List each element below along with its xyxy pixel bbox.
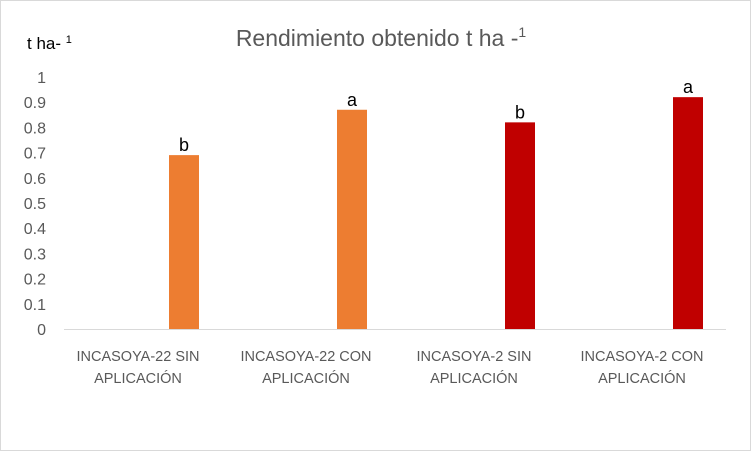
y-tick-label: 0.3	[24, 246, 46, 263]
x-tick-label: APLICACIÓN	[262, 370, 350, 387]
y-tick-label: 0.2	[24, 272, 46, 289]
bar	[169, 155, 199, 329]
y-tick-label: 0.8	[24, 120, 46, 137]
y-tick-label: 0	[37, 322, 46, 339]
x-tick-label: APLICACIÓN	[598, 370, 686, 387]
y-tick-label: 0.6	[24, 171, 46, 188]
x-tick-label: INCASOYA-22 CON	[240, 349, 371, 365]
significance-label: b	[179, 135, 189, 155]
y-tick-label: 1	[37, 70, 46, 87]
x-tick-label: APLICACIÓN	[94, 370, 182, 387]
y-tick-label: 0.5	[24, 196, 46, 213]
chart-title: Rendimiento obtenido t ha -1	[236, 24, 527, 51]
x-tick-label: APLICACIÓN	[430, 370, 518, 387]
x-tick-label: INCASOYA-22 SIN	[76, 349, 199, 365]
y-tick-label: 0.1	[24, 297, 46, 314]
bar	[337, 109, 367, 329]
bar	[505, 122, 535, 329]
y-tick-label: 0.9	[24, 95, 46, 112]
y-tick-label: 0.7	[24, 146, 46, 163]
significance-label: a	[683, 77, 694, 97]
x-tick-label: INCASOYA-2 SIN	[417, 349, 532, 365]
y-tick-label: 0.4	[24, 221, 46, 238]
y-axis-label: t ha- 1	[27, 34, 72, 53]
significance-label: a	[347, 90, 358, 110]
significance-label: b	[515, 102, 525, 122]
bar	[673, 97, 703, 329]
x-tick-label: INCASOYA-2 CON	[580, 349, 703, 365]
